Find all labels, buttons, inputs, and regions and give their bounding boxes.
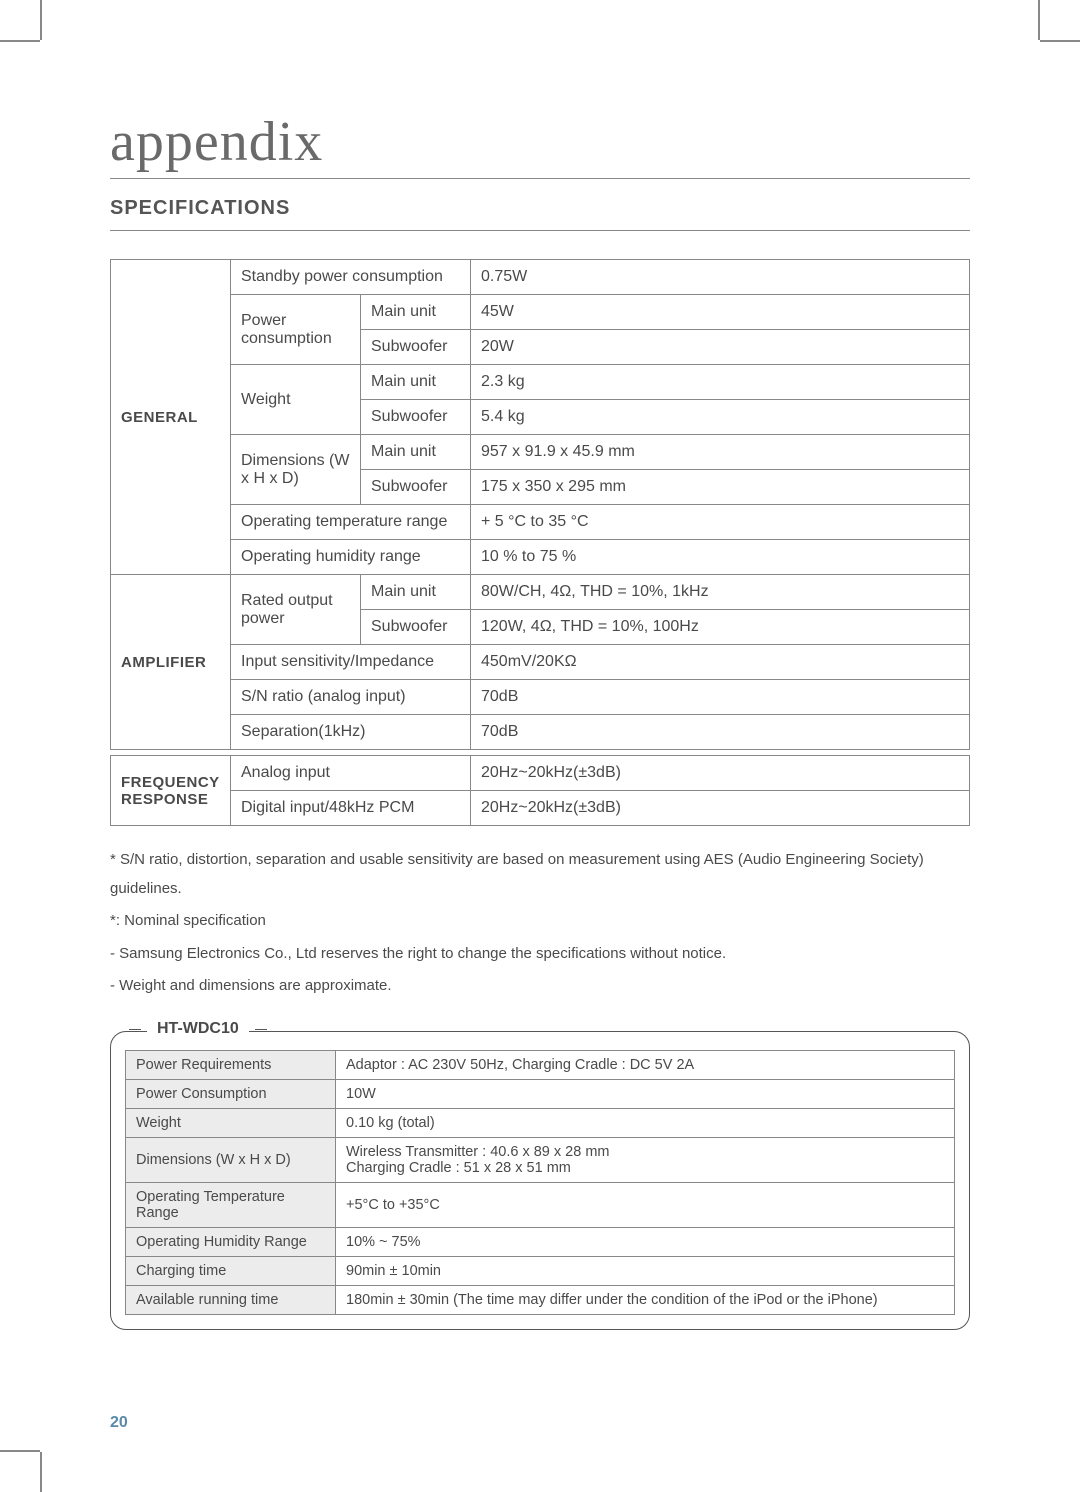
spec-label: Power consumption — [231, 295, 361, 365]
spec-value: 45W — [471, 295, 970, 330]
spec-value: 0.75W — [471, 260, 970, 295]
spec-value: 70dB — [471, 680, 970, 715]
category-amplifier: AMPLIFIER — [111, 575, 231, 750]
spec-value: 20Hz~20kHz(±3dB) — [471, 756, 970, 791]
footnote: - Weight and dimensions are approximate. — [110, 972, 970, 1001]
spec-value: Adaptor : AC 230V 50Hz, Charging Cradle … — [336, 1050, 955, 1079]
spec-label: Weight — [126, 1108, 336, 1137]
spec-value: 2.3 kg — [471, 365, 970, 400]
spec-value: 20W — [471, 330, 970, 365]
spec-value: 10 % to 75 % — [471, 540, 970, 575]
spec-value: 450mV/20KΩ — [471, 645, 970, 680]
spec-label: Available running time — [126, 1285, 336, 1314]
spec-sublabel: Subwoofer — [361, 400, 471, 435]
spec-sublabel: Main unit — [361, 435, 471, 470]
specifications-table: GENERAL Standby power consumption 0.75W … — [110, 259, 970, 826]
spec-sublabel: Subwoofer — [361, 330, 471, 365]
spec-value: 5.4 kg — [471, 400, 970, 435]
spec-label: Dimensions (W x H x D) — [231, 435, 361, 505]
footnote: * S/N ratio, distortion, separation and … — [110, 846, 970, 903]
spec-label: Dimensions (W x H x D) — [126, 1137, 336, 1182]
spec-label: Operating humidity range — [231, 540, 471, 575]
spec-value: 120W, 4Ω, THD = 10%, 100Hz — [471, 610, 970, 645]
spec-label: Power Consumption — [126, 1079, 336, 1108]
spec-label: Standby power consumption — [231, 260, 471, 295]
spec-label: Operating temperature range — [231, 505, 471, 540]
spec-label: Power Requirements — [126, 1050, 336, 1079]
spec-value: 20Hz~20kHz(±3dB) — [471, 791, 970, 826]
spec-label: Analog input — [231, 756, 471, 791]
model-name: HT-WDC10 — [147, 1020, 249, 1038]
spec-label: Operating Humidity Range — [126, 1227, 336, 1256]
spec-label: Separation(1kHz) — [231, 715, 471, 750]
spec-value: 0.10 kg (total) — [336, 1108, 955, 1137]
spec-sublabel: Main unit — [361, 575, 471, 610]
spec-label: Digital input/48kHz PCM — [231, 791, 471, 826]
spec-label: Input sensitivity/Impedance — [231, 645, 471, 680]
spec-value: 957 x 91.9 x 45.9 mm — [471, 435, 970, 470]
spec-label: Weight — [231, 365, 361, 435]
model-spec-table: Power RequirementsAdaptor : AC 230V 50Hz… — [125, 1050, 955, 1315]
page-number: 20 — [110, 1414, 128, 1432]
footnote: - Samsung Electronics Co., Ltd reserves … — [110, 940, 970, 969]
spec-sublabel: Subwoofer — [361, 610, 471, 645]
category-general: GENERAL — [111, 260, 231, 575]
spec-value: 90min ± 10min — [336, 1256, 955, 1285]
spec-value: 175 x 350 x 295 mm — [471, 470, 970, 505]
spec-sublabel: Subwoofer — [361, 470, 471, 505]
spec-value: 10W — [336, 1079, 955, 1108]
footnote: *: Nominal specification — [110, 907, 970, 936]
page-title: appendix — [110, 110, 970, 179]
spec-label: S/N ratio (analog input) — [231, 680, 471, 715]
spec-value: +5°C to +35°C — [336, 1182, 955, 1227]
footnotes: * S/N ratio, distortion, separation and … — [110, 846, 970, 1001]
spec-sublabel: Main unit — [361, 295, 471, 330]
spec-value: 10% ~ 75% — [336, 1227, 955, 1256]
spec-sublabel: Main unit — [361, 365, 471, 400]
spec-label: Charging time — [126, 1256, 336, 1285]
category-frequency: FREQUENCY RESPONSE — [111, 756, 231, 826]
spec-value: 180min ± 30min (The time may differ unde… — [336, 1285, 955, 1314]
model-spec-box: HT-WDC10 Power RequirementsAdaptor : AC … — [110, 1031, 970, 1330]
spec-value: + 5 °C to 35 °C — [471, 505, 970, 540]
spec-label: Operating Temperature Range — [126, 1182, 336, 1227]
spec-value: 70dB — [471, 715, 970, 750]
spec-label: Rated output power — [231, 575, 361, 645]
spec-value: 80W/CH, 4Ω, THD = 10%, 1kHz — [471, 575, 970, 610]
spec-value: Wireless Transmitter : 40.6 x 89 x 28 mm… — [336, 1137, 955, 1182]
section-heading: SPECIFICATIONS — [110, 197, 970, 231]
